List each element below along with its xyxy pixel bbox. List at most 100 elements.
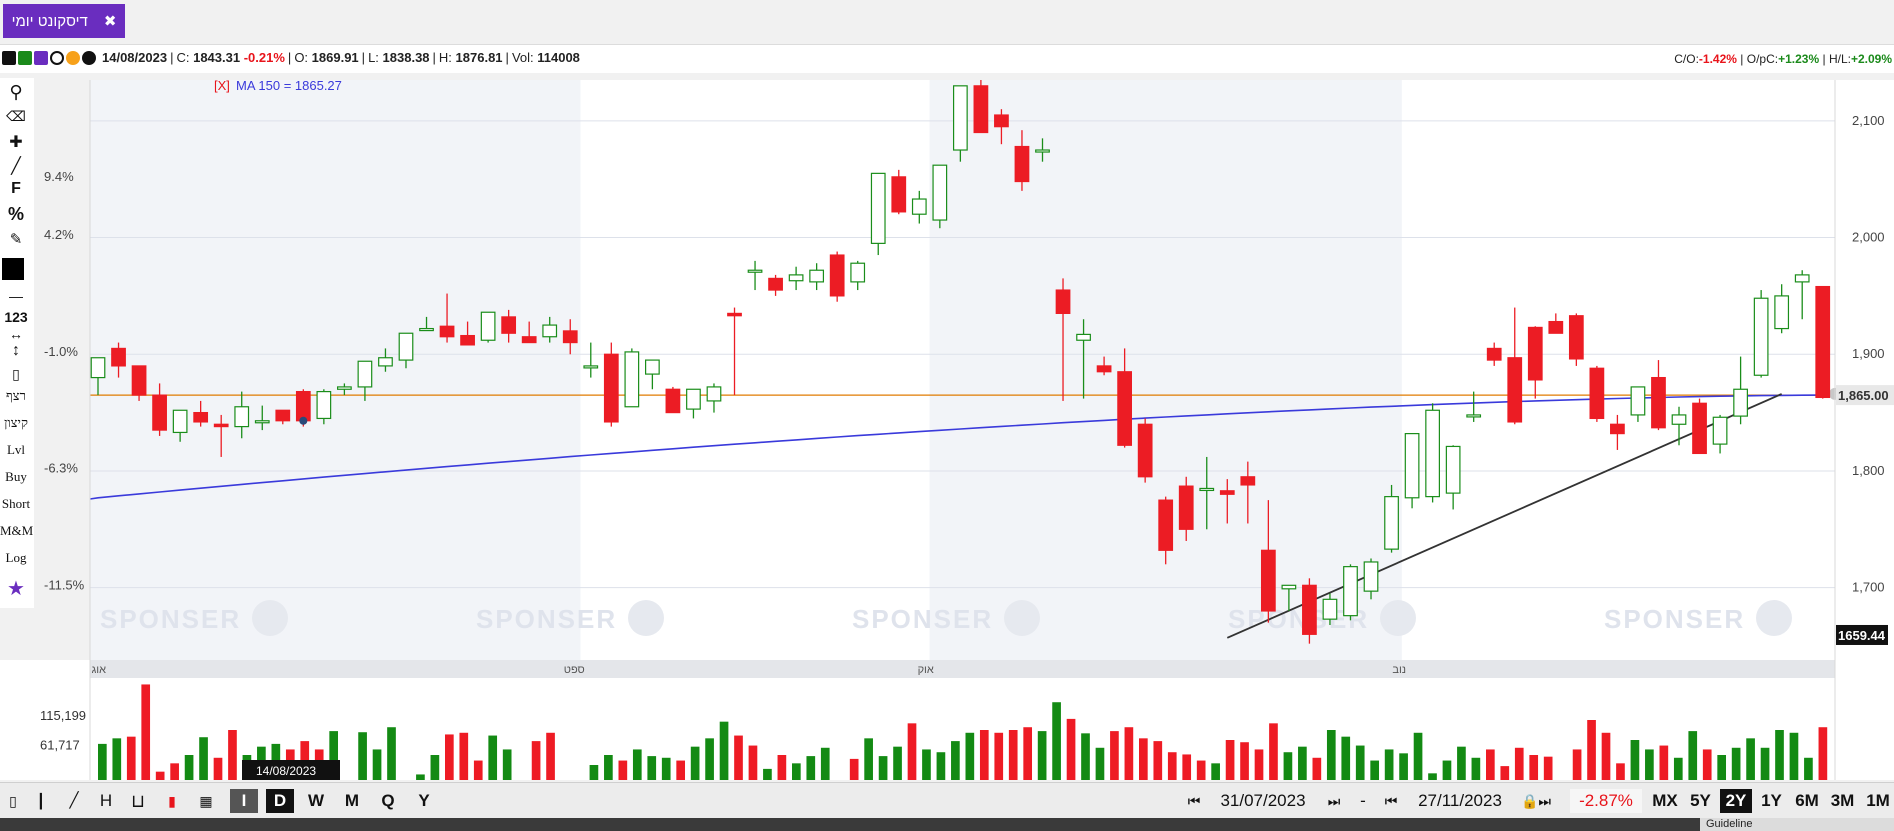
candle[interactable]: [1260, 500, 1276, 623]
candle[interactable]: [850, 260, 866, 291]
candle[interactable]: [1794, 270, 1810, 320]
candle[interactable]: [1692, 398, 1707, 455]
candle[interactable]: [768, 274, 783, 296]
candlestick-type-icon[interactable]: ▯: [9, 793, 17, 809]
candle[interactable]: [1425, 403, 1440, 503]
candle[interactable]: [439, 293, 455, 343]
candle[interactable]: [645, 359, 660, 390]
tool-short[interactable]: Short: [1, 496, 31, 511]
trendline[interactable]: [1226, 393, 1783, 639]
ma-remove-button[interactable]: [X]: [214, 78, 230, 93]
skip-start-icon[interactable]: ⏮: [1187, 793, 1201, 809]
hollow-type-icon[interactable]: H: [99, 791, 113, 810]
candle[interactable]: [1671, 406, 1687, 446]
candle[interactable]: [542, 316, 558, 343]
candle[interactable]: [1199, 456, 1215, 530]
candle[interactable]: [747, 260, 763, 291]
interval-button-q[interactable]: Q: [381, 791, 395, 810]
candle[interactable]: [1055, 278, 1071, 401]
candle[interactable]: [727, 307, 742, 396]
close-icon[interactable]: ✖: [103, 13, 117, 30]
candle[interactable]: [1076, 319, 1091, 399]
chart-settings-icon[interactable]: [18, 50, 32, 65]
candle[interactable]: [480, 311, 496, 343]
candle[interactable]: [1343, 564, 1358, 621]
tool-level[interactable]: Lvl: [6, 442, 26, 457]
tool-mm[interactable]: M&M: [0, 523, 34, 538]
star-icon[interactable]: ★: [7, 578, 25, 600]
candle[interactable]: [870, 172, 886, 256]
ma150-line[interactable]: [89, 394, 1823, 500]
edit-icon[interactable]: ✎: [9, 231, 23, 248]
search-icon[interactable]: ⚲: [9, 82, 23, 102]
range-button-6m[interactable]: 6M: [1795, 791, 1819, 810]
candle[interactable]: [809, 263, 825, 291]
tool-extreme[interactable]: קיצון: [4, 415, 28, 430]
candle[interactable]: [378, 348, 393, 372]
price-chart[interactable]: SPONSER SPONSER SPONSER SPONSER SPONSER 1,70…: [0, 0, 1894, 782]
candle[interactable]: [1035, 138, 1050, 162]
hresize-icon[interactable]: ↔: [9, 326, 23, 342]
interval-button-w[interactable]: W: [307, 791, 325, 810]
candle[interactable]: [665, 386, 681, 414]
interval-button-d[interactable]: D: [266, 789, 294, 813]
lock-end-icon[interactable]: 🔒⏭: [1520, 793, 1552, 809]
candle[interactable]: [1363, 558, 1379, 600]
candle[interactable]: [952, 85, 968, 162]
candle[interactable]: [603, 342, 619, 427]
candle[interactable]: [111, 342, 126, 378]
candle[interactable]: [1158, 496, 1174, 565]
range-button-2y[interactable]: 2Y: [1720, 789, 1752, 813]
candle[interactable]: [1733, 356, 1748, 425]
percent-icon[interactable]: %: [7, 204, 24, 224]
indicator-icon[interactable]: [34, 50, 48, 65]
alert-icon[interactable]: [66, 50, 80, 65]
candle[interactable]: [1712, 414, 1728, 454]
candle[interactable]: [90, 357, 106, 396]
candle[interactable]: [1137, 418, 1153, 483]
candles-icon[interactable]: ▯: [12, 366, 20, 382]
step-back-icon[interactable]: ⏮: [1384, 793, 1398, 809]
candle[interactable]: [1589, 365, 1605, 422]
color-picker-icon[interactable]: [2, 258, 24, 280]
comment-icon[interactable]: [82, 50, 96, 65]
candle[interactable]: [521, 321, 537, 344]
candle[interactable]: [337, 383, 352, 396]
date-to[interactable]: 27/11/2023: [1418, 791, 1502, 810]
bar-type-icon[interactable]: ⊔: [130, 791, 146, 811]
candle[interactable]: [213, 414, 229, 457]
candle[interactable]: [911, 190, 927, 224]
crosshair-icon[interactable]: ✚: [9, 134, 23, 151]
candle[interactable]: [1527, 326, 1543, 399]
candle[interactable]: [1610, 414, 1625, 450]
fibonacci-icon[interactable]: F: [11, 180, 21, 197]
save-icon[interactable]: ▦: [199, 793, 213, 809]
interval-button-i[interactable]: I: [230, 789, 258, 813]
candle[interactable]: [829, 251, 845, 302]
line-type-icon[interactable]: ╱: [69, 792, 79, 809]
candle[interactable]: [1486, 342, 1502, 366]
candle[interactable]: [1753, 290, 1769, 378]
candle[interactable]: [1651, 360, 1666, 431]
candle[interactable]: [706, 383, 722, 413]
candle[interactable]: [357, 360, 373, 401]
range-button-3m[interactable]: 3M: [1830, 791, 1855, 810]
candle[interactable]: [1281, 584, 1297, 611]
candle[interactable]: [788, 266, 804, 291]
range-button-mx[interactable]: MX: [1652, 791, 1678, 810]
candle[interactable]: [419, 316, 434, 332]
candle[interactable]: [1548, 313, 1564, 334]
tool-sequence[interactable]: רצף: [6, 388, 26, 403]
candle[interactable]: [891, 169, 907, 215]
interval-button-m[interactable]: M: [344, 791, 360, 810]
candle[interactable]: [501, 309, 517, 343]
candle[interactable]: [172, 409, 188, 442]
candle[interactable]: [1507, 307, 1523, 425]
candle[interactable]: [1302, 578, 1317, 644]
candle[interactable]: [1568, 313, 1584, 366]
candle[interactable]: [1240, 461, 1256, 524]
candle[interactable]: [562, 319, 578, 355]
hline-icon[interactable]: —: [9, 288, 23, 304]
candle[interactable]: [131, 365, 147, 401]
range-button-1y[interactable]: 1Y: [1761, 791, 1782, 810]
